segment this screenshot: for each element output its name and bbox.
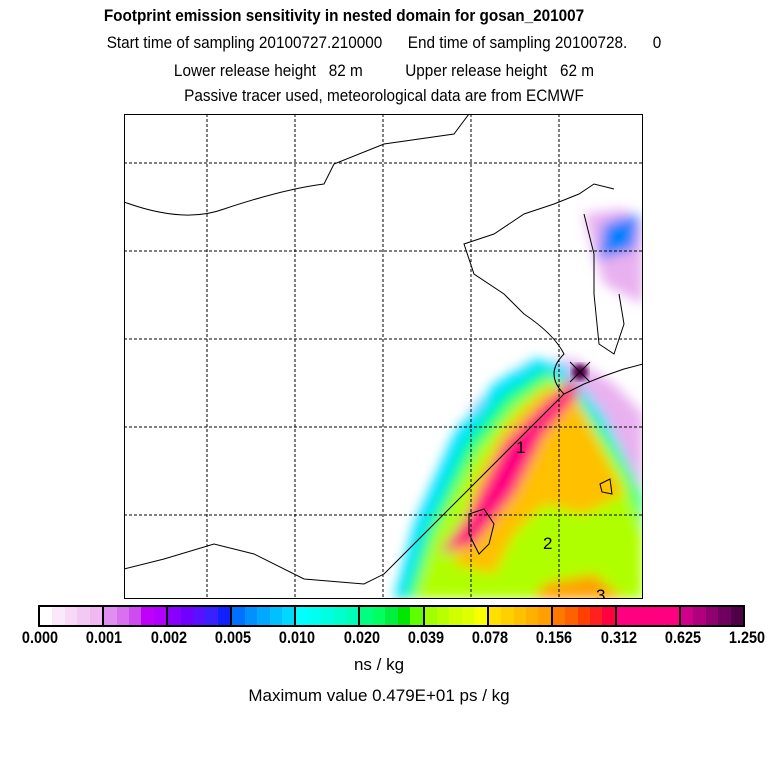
footprint-map: 1 2 3 [124,114,643,599]
colorbar-tick-label: 0.625 [664,628,702,647]
colorbar-segment [488,607,553,625]
colorbar-segment [168,607,233,625]
colorbar-tick-label: 0.010 [279,628,316,647]
coastlines [124,114,643,585]
colorbar-segment [616,607,681,625]
colorbar-segment [40,607,105,625]
colorbar-segment [104,607,169,625]
contour-label: 3 [596,586,605,599]
colorbar-tick-label: 0.020 [343,628,380,647]
maximum-value: Maximum value 0.479E+01 ps / kg [248,686,510,705]
contour-label: 1 [516,438,525,457]
colorbar-segment [680,607,744,625]
colorbar-tick-label: 0.005 [214,628,251,647]
colorbar-segment [552,607,617,625]
colorbar-tick-label: 1.250 [729,628,766,647]
colorbar-tick-label: 0.002 [150,628,187,647]
colorbar-segment [232,607,297,625]
contour-label: 2 [543,534,552,553]
units-label: ns / kg [353,655,405,674]
colorbar-segment [296,607,361,625]
colorbar-tick-label: 0.156 [536,628,573,647]
grid [124,114,643,599]
colorbar [38,605,745,627]
release-heights: Lower release height 82 m Upper release … [173,61,595,80]
colorbar-tick-label: 0.312 [600,628,637,647]
colorbar-tick-label: 0.039 [407,628,444,647]
map-frame [124,114,643,599]
colorbar-tick-label: 0.001 [86,628,123,647]
tracer-info: Passive tracer used, meteorological data… [184,86,584,105]
colorbar-tick-label: 0.000 [21,628,59,647]
colorbar-segment [360,607,425,625]
colorbar-tick-label: 0.078 [472,628,509,647]
plot-title: Footprint emission sensitivity in nested… [103,6,585,25]
station-marker [569,361,591,383]
colorbar-segment [424,607,489,625]
sampling-times: Start time of sampling 20100727.210000 E… [106,33,662,52]
footprint-field [394,209,643,599]
